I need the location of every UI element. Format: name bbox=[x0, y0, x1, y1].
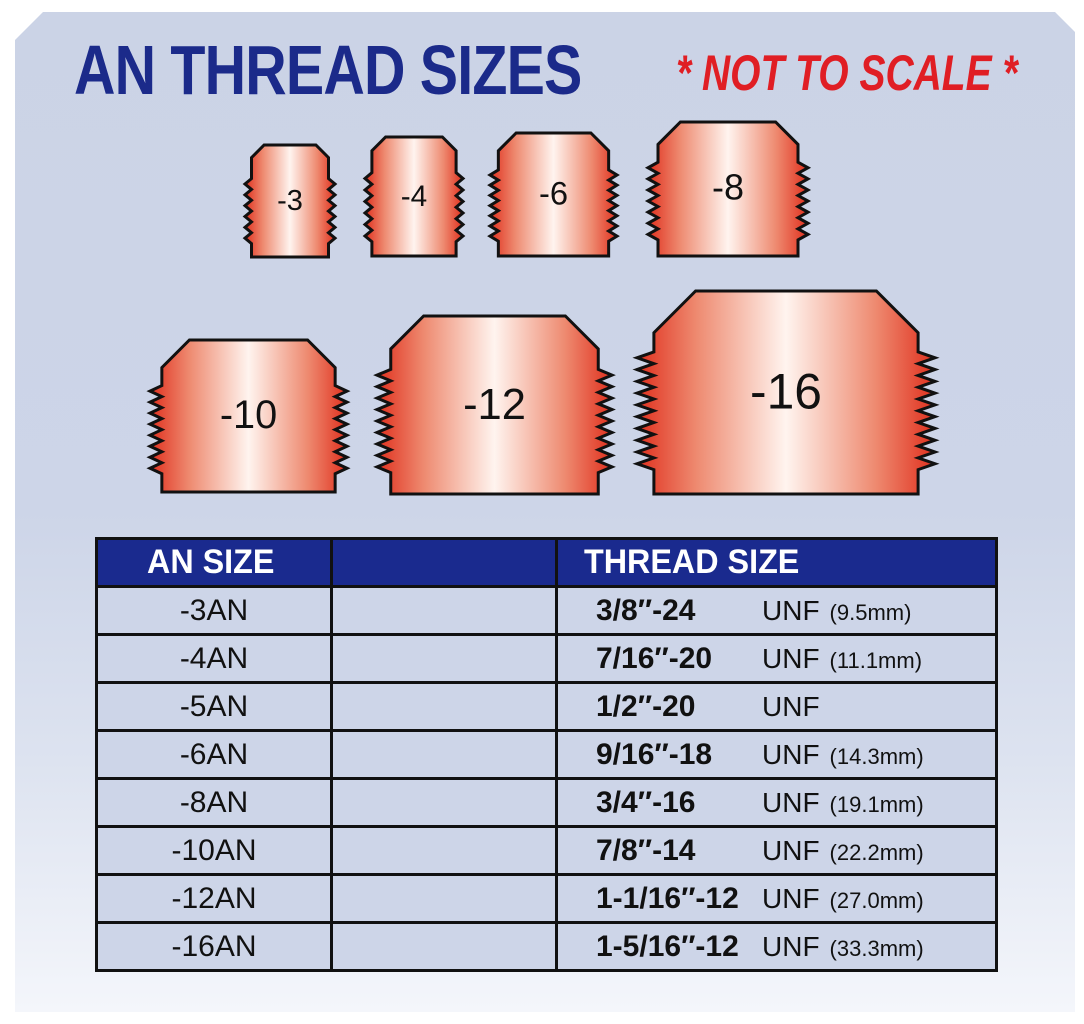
thread-mm: (11.1mm) bbox=[829, 647, 923, 673]
thread-mm: (22.2mm) bbox=[829, 839, 924, 865]
an-size-cell: -4AN bbox=[95, 633, 333, 684]
blank-cell bbox=[330, 681, 558, 732]
thread-type: UNF bbox=[762, 786, 820, 818]
fitting-shape bbox=[632, 289, 940, 496]
fitting-label: -16 bbox=[750, 364, 822, 420]
thread-type: UNF bbox=[762, 834, 820, 866]
blank-cell bbox=[330, 633, 558, 684]
fitting-label: -8 bbox=[712, 167, 744, 208]
thread-mm: (14.3mm) bbox=[829, 743, 924, 769]
table-row: -10AN 7/8″-14 UNF (22.2mm) bbox=[95, 825, 998, 876]
thread-mm: (9.5mm) bbox=[829, 599, 912, 625]
table-row: -8AN 3/4″-16 UNF (19.1mm) bbox=[95, 777, 998, 828]
fitting-label: -12 bbox=[463, 381, 526, 429]
thread-size: 1-5/16″-12 bbox=[596, 929, 739, 963]
fitting-label: -4 bbox=[401, 180, 428, 213]
fitting-dash3: -3 bbox=[242, 143, 338, 259]
thread-type: UNF bbox=[762, 690, 820, 722]
thread-type: UNF bbox=[762, 738, 820, 770]
blank-cell bbox=[330, 585, 558, 636]
table-header-row: AN SIZE THREAD SIZE bbox=[95, 537, 998, 588]
thread-size: 3/8″-24 bbox=[596, 593, 696, 627]
fitting-label: -3 bbox=[277, 185, 303, 217]
table-row: -5AN 1/2″-20 UNF bbox=[95, 681, 998, 732]
an-size-cell: -10AN bbox=[95, 825, 333, 876]
table-row: -6AN 9/16″-18 UNF (14.3mm) bbox=[95, 729, 998, 780]
an-size-cell: -8AN bbox=[95, 777, 333, 828]
header-an-size: AN SIZE bbox=[95, 537, 333, 588]
table-row: -12AN 1-1/16″-12 UNF (27.0mm) bbox=[95, 873, 998, 924]
thread-mm: (27.0mm) bbox=[829, 887, 924, 913]
an-size-cell: -12AN bbox=[95, 873, 333, 924]
thread-size: 9/16″-18 bbox=[596, 737, 713, 771]
an-size-cell: -16AN bbox=[95, 921, 333, 972]
fitting-shape bbox=[373, 314, 616, 496]
fittings-illustration: -3 -4 -6 -8 -10 -12 -16 bbox=[146, 120, 940, 496]
thread-size-table: AN SIZE THREAD SIZE -3AN 3/8″-24 UNF (9.5m… bbox=[95, 537, 998, 972]
fitting-shape bbox=[242, 143, 338, 259]
fitting-shape bbox=[362, 135, 466, 258]
table-row: -4AN 7/16″-20 UNF (11.1mm) bbox=[95, 633, 998, 684]
thread-size: 1/2″-20 bbox=[596, 689, 696, 723]
fitting-label: -6 bbox=[539, 174, 568, 211]
thread-type: UNF bbox=[762, 882, 820, 914]
thread-size-cell: 3/8″-24 UNF (9.5mm) bbox=[555, 585, 998, 636]
blank-cell bbox=[330, 729, 558, 780]
fitting-dash6: -6 bbox=[487, 131, 620, 258]
an-size-cell: -3AN bbox=[95, 585, 333, 636]
fitting-dash4: -4 bbox=[362, 135, 466, 258]
thread-type: UNF bbox=[762, 594, 820, 626]
header-thread-size: THREAD SIZE bbox=[555, 537, 998, 588]
thread-size-cell: 7/16″-20 UNF (11.1mm) bbox=[555, 633, 998, 684]
not-to-scale-note: * NOT TO SCALE * bbox=[676, 45, 1018, 101]
fitting-label: -10 bbox=[220, 393, 277, 437]
thread-mm: (33.3mm) bbox=[829, 935, 924, 961]
thread-type: UNF bbox=[762, 642, 820, 674]
thread-size-cell: 9/16″-18 UNF (14.3mm) bbox=[555, 729, 998, 780]
table-row: -3AN 3/8″-24 UNF (9.5mm) bbox=[95, 585, 998, 636]
thread-size: 7/16″-20 bbox=[596, 641, 713, 675]
an-size-cell: -6AN bbox=[95, 729, 333, 780]
thread-size: 7/8″-14 bbox=[596, 833, 696, 867]
thread-size-cell: 1/2″-20 UNF bbox=[555, 681, 998, 732]
thread-size-cell: 1-5/16″-12 UNF (33.3mm) bbox=[555, 921, 998, 972]
blank-cell bbox=[330, 825, 558, 876]
table-row: -16AN 1-5/16″-12 UNF (33.3mm) bbox=[95, 921, 998, 972]
thread-size: 3/4″-16 bbox=[596, 785, 696, 819]
fitting-dash8: -8 bbox=[644, 120, 812, 258]
blank-cell bbox=[330, 777, 558, 828]
blank-cell bbox=[330, 921, 558, 972]
thread-type: UNF bbox=[762, 930, 820, 962]
fitting-shape bbox=[146, 338, 351, 494]
fitting-dash10: -10 bbox=[146, 338, 351, 494]
fitting-dash12: -12 bbox=[373, 314, 616, 496]
an-size-cell: -5AN bbox=[95, 681, 333, 732]
blank-cell bbox=[330, 873, 558, 924]
fitting-shape bbox=[487, 131, 620, 258]
fitting-shape bbox=[644, 120, 812, 258]
thread-mm: (19.1mm) bbox=[829, 791, 924, 817]
thread-size-cell: 1-1/16″-12 UNF (27.0mm) bbox=[555, 873, 998, 924]
fitting-dash16: -16 bbox=[632, 289, 940, 496]
thread-size-cell: 3/4″-16 UNF (19.1mm) bbox=[555, 777, 998, 828]
thread-size: 1-1/16″-12 bbox=[596, 881, 739, 915]
thread-size-cell: 7/8″-14 UNF (22.2mm) bbox=[555, 825, 998, 876]
header-blank bbox=[330, 537, 558, 588]
page-title: AN THREAD SIZES bbox=[74, 31, 582, 109]
